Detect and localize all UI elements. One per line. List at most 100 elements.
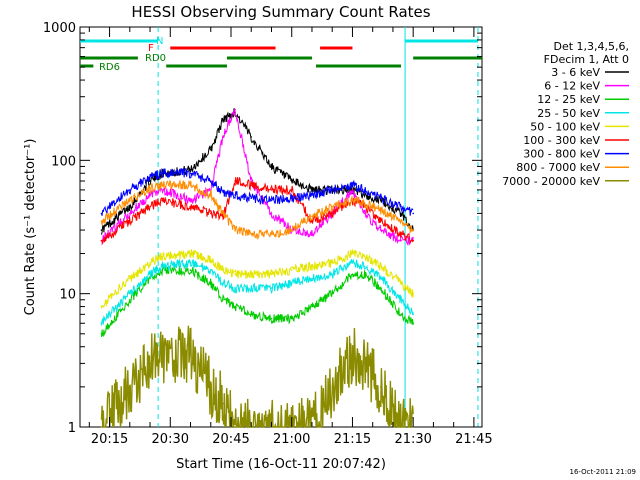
series-3-point-2 xyxy=(149,273,151,276)
series-4-point-6 xyxy=(222,269,224,272)
flag-bar-label-0: N xyxy=(156,36,163,47)
series-4-point-17 xyxy=(412,292,415,295)
series-8-point-14 xyxy=(363,362,366,365)
series-7-point-11 xyxy=(311,215,313,218)
series-4-point-7 xyxy=(234,273,236,276)
series-line-6 xyxy=(101,167,414,216)
series-3-point-10 xyxy=(290,282,293,284)
series-line-1 xyxy=(101,108,414,247)
series-8-point-0 xyxy=(100,426,103,428)
series-3-point-6 xyxy=(222,282,224,284)
flag-bar-1: F xyxy=(148,43,353,54)
series-2-point-3 xyxy=(161,269,163,272)
series-7-point-7 xyxy=(234,229,236,231)
series-7-point-4 xyxy=(189,184,192,187)
series-7-point-12 xyxy=(331,205,334,208)
series-4-point-9 xyxy=(270,273,273,276)
series-3-point-15 xyxy=(380,277,382,280)
legend-header-line-1: Det 1,3,4,5,6, xyxy=(553,40,629,53)
series-2-point-11 xyxy=(311,305,313,308)
y-tick-label-1: 10 xyxy=(59,288,76,303)
series-6-point-3 xyxy=(161,172,163,175)
series-2-point-6 xyxy=(222,299,224,301)
series-2-point-16 xyxy=(400,313,402,316)
footer-timestamp: 16-Oct-2011 21:09 xyxy=(570,468,636,476)
series-7-point-1 xyxy=(129,199,131,202)
series-7 xyxy=(100,179,415,241)
series-2-point-5 xyxy=(210,282,212,284)
series-5-point-3 xyxy=(161,199,163,202)
y-tick-label-0: 1 xyxy=(68,421,76,436)
series-7-point-2 xyxy=(149,187,151,189)
series-3-point-12 xyxy=(331,273,334,276)
series-0-point-6 xyxy=(222,119,224,121)
series-2-point-7 xyxy=(234,305,236,308)
series-2-point-14 xyxy=(363,273,366,276)
series-3-point-8 xyxy=(250,287,252,289)
series-7-point-10 xyxy=(290,229,293,231)
series-5-point-4 xyxy=(189,205,192,208)
legend: Det 1,3,4,5,6, FDecim 1, Att 0 3 - 6 keV… xyxy=(502,40,629,188)
y-tick-label-2: 100 xyxy=(51,154,76,169)
series-5-point-11 xyxy=(311,220,313,222)
series-7-point-3 xyxy=(161,184,163,187)
series-6-point-10 xyxy=(290,197,293,199)
series-6-point-1 xyxy=(129,189,131,191)
series-8-point-6 xyxy=(222,402,224,405)
series-line-3 xyxy=(101,258,414,326)
series-0-point-5 xyxy=(210,149,212,151)
x-tick-label-3: 21:00 xyxy=(273,432,310,447)
series-6-point-15 xyxy=(380,197,382,199)
series-3-point-7 xyxy=(234,287,236,289)
series-6-point-11 xyxy=(311,194,313,196)
series-6-point-14 xyxy=(363,189,366,191)
x-axis: 20:15 20:30 20:45 21:00 21:15 21:30 21:45 xyxy=(88,27,493,447)
series-7-point-14 xyxy=(363,202,366,204)
y-tick-label-3: 1000 xyxy=(43,21,76,36)
series-2-point-4 xyxy=(189,269,192,272)
series-3-point-17 xyxy=(412,313,415,316)
series-1-point-7 xyxy=(234,108,236,111)
series-2 xyxy=(100,265,415,338)
series-7-point-13 xyxy=(351,199,354,202)
series-5 xyxy=(100,176,415,244)
legend-label-5: 100 - 300 keV xyxy=(523,134,600,147)
series-5-point-2 xyxy=(149,205,151,208)
series-1-point-13 xyxy=(351,189,354,191)
series-7-point-0 xyxy=(100,220,103,222)
series-1-point-6 xyxy=(222,136,224,138)
series-1-point-4 xyxy=(189,199,192,202)
flag-bar-0: N xyxy=(80,36,478,47)
series-4-point-2 xyxy=(149,262,151,264)
series-6-point-17 xyxy=(412,212,415,215)
series-3-point-11 xyxy=(311,277,313,280)
series-8-point-1 xyxy=(129,386,131,388)
series-5-point-10 xyxy=(290,189,293,191)
series-0-point-15 xyxy=(380,199,382,202)
x-tick-label-6: 21:45 xyxy=(455,432,492,447)
series-4-point-14 xyxy=(363,255,366,258)
legend-header-line-2: FDecim 1, Att 0 xyxy=(544,53,629,66)
series-6-point-12 xyxy=(331,189,334,191)
series-6-point-16 xyxy=(400,205,402,208)
series-0-point-0 xyxy=(100,229,103,231)
series-3-point-9 xyxy=(270,287,273,289)
series-6-point-13 xyxy=(351,184,354,187)
series-1-point-3 xyxy=(161,189,163,191)
series-0-point-10 xyxy=(290,180,293,182)
series-3-point-5 xyxy=(210,269,212,272)
x-axis-label: Start Time (16-Oct-11 20:07:42) xyxy=(176,457,386,472)
series-6-point-8 xyxy=(250,197,252,199)
flag-bar-label-1: F xyxy=(148,43,154,54)
series-7-point-8 xyxy=(250,233,252,235)
series-8-point-2 xyxy=(149,362,151,365)
x-tick-label-5: 21:30 xyxy=(394,432,431,447)
series-8 xyxy=(100,325,415,429)
series-3 xyxy=(100,258,415,326)
series-7-point-15 xyxy=(380,209,382,212)
legend-label-7: 800 - 7000 keV xyxy=(516,161,600,174)
series-line-5 xyxy=(101,176,414,244)
series-1-point-14 xyxy=(363,212,366,215)
